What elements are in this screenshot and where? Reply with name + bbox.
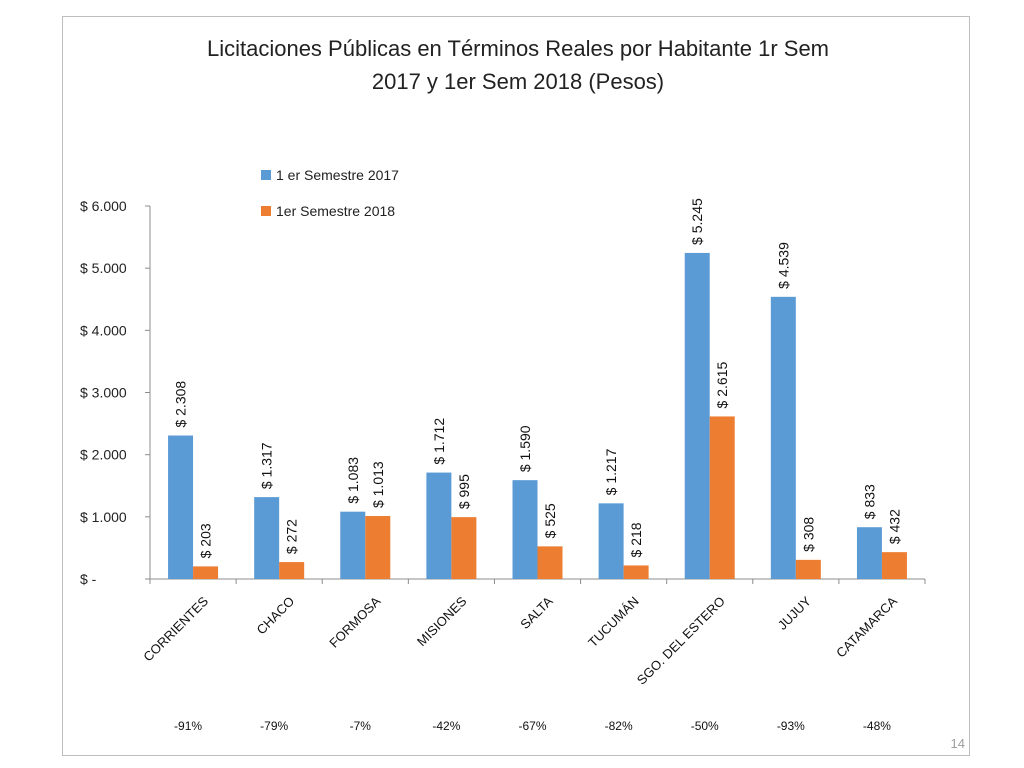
bars xyxy=(168,252,907,579)
bar xyxy=(512,480,538,579)
chart-title-text: Licitaciones Públicas en Términos Reales… xyxy=(207,36,829,94)
y-tick-label: $ 6.000 xyxy=(80,198,127,214)
data-label: $ 272 xyxy=(284,519,300,554)
category-label: SALTA xyxy=(517,593,556,632)
data-label: $ 525 xyxy=(542,503,558,538)
category-label: TUCUMÁN xyxy=(585,594,642,651)
slide-frame: 14 xyxy=(62,16,970,756)
y-tick-label: $ - xyxy=(80,571,97,587)
bar xyxy=(856,527,882,579)
data-label: $ 2.615 xyxy=(714,362,730,409)
category-label: CATAMARCA xyxy=(833,593,900,660)
page-number: 14 xyxy=(950,736,965,751)
data-labels: $ 2.308 $ 203 $ 1.317 $ 272 $ 1.083 $ 1.013 $ … xyxy=(173,198,903,558)
category-label: CORRIENTES xyxy=(140,593,211,664)
category-label: FORMOSA xyxy=(326,593,383,650)
percent-change-label: -67% xyxy=(518,719,546,733)
percent-change-label: -91% xyxy=(174,719,202,733)
data-label: $ 833 xyxy=(861,484,877,519)
bar xyxy=(365,516,391,579)
bar xyxy=(709,416,735,579)
data-label: $ 203 xyxy=(198,523,214,558)
data-label: $ 4.539 xyxy=(775,242,791,289)
y-tick-label: $ 5.000 xyxy=(80,260,127,276)
y-tick-label: $ 4.000 xyxy=(80,322,127,338)
percent-change-label: -50% xyxy=(691,719,719,733)
y-tick-label: $ 1.000 xyxy=(80,509,127,525)
data-label: $ 308 xyxy=(800,517,816,552)
chart-legend: 1 er Semestre 2017 1er Semestre 2018 xyxy=(261,167,399,219)
legend-swatch xyxy=(261,206,271,216)
data-label: $ 218 xyxy=(628,522,644,557)
percent-changes: -91% -79% -7% -42% -67% -82% -50% -93% -48% xyxy=(174,719,891,733)
bar xyxy=(168,435,194,579)
legend-swatch xyxy=(261,170,271,180)
data-label: $ 1.317 xyxy=(259,442,275,489)
bar xyxy=(623,565,649,579)
percent-change-label: -93% xyxy=(777,719,805,733)
bar xyxy=(537,546,563,579)
bar xyxy=(770,296,796,579)
percent-change-label: -82% xyxy=(605,719,633,733)
chart-title: Licitaciones Públicas en Términos Reales… xyxy=(207,36,829,94)
chart-title-line: 2017 y 1er Sem 2018 (Pesos) xyxy=(372,69,664,94)
percent-change-label: -79% xyxy=(260,719,288,733)
data-label: $ 1.712 xyxy=(431,418,447,465)
category-label: JUJUY xyxy=(775,593,814,632)
bar xyxy=(279,562,305,579)
data-label: $ 1.013 xyxy=(370,461,386,508)
bar xyxy=(340,511,366,579)
bar xyxy=(451,517,477,579)
y-tick-label: $ 3.000 xyxy=(80,385,127,401)
bar xyxy=(254,497,280,579)
bar xyxy=(426,472,452,579)
category-label: SGO. DEL ESTERO xyxy=(634,594,728,688)
percent-change-label: -42% xyxy=(432,719,460,733)
legend-label: 1 er Semestre 2017 xyxy=(276,167,399,183)
data-label: $ 1.590 xyxy=(517,425,533,472)
data-label: $ 2.308 xyxy=(173,381,189,428)
data-label: $ 1.217 xyxy=(603,448,619,495)
data-label: $ 432 xyxy=(886,509,902,544)
y-tick-label: $ 2.000 xyxy=(80,447,127,463)
percent-change-label: -48% xyxy=(863,719,891,733)
data-label: $ 1.083 xyxy=(345,457,361,504)
data-label: $ 5.245 xyxy=(689,198,705,245)
bar xyxy=(684,252,710,579)
percent-change-label: -7% xyxy=(350,719,372,733)
bar xyxy=(193,566,219,579)
data-label: $ 995 xyxy=(456,474,472,509)
chart-title-line: Licitaciones Públicas en Términos Reales… xyxy=(207,36,829,61)
bar xyxy=(598,503,624,579)
bar xyxy=(881,552,907,579)
category-label: MISIONES xyxy=(414,593,470,649)
x-axis-categories: CORRIENTES CHACO FORMOSA MISIONES SALTA TUCUM… xyxy=(140,593,900,687)
legend-label: 1er Semestre 2018 xyxy=(276,203,395,219)
bar xyxy=(795,559,821,579)
category-label: CHACO xyxy=(253,594,297,638)
